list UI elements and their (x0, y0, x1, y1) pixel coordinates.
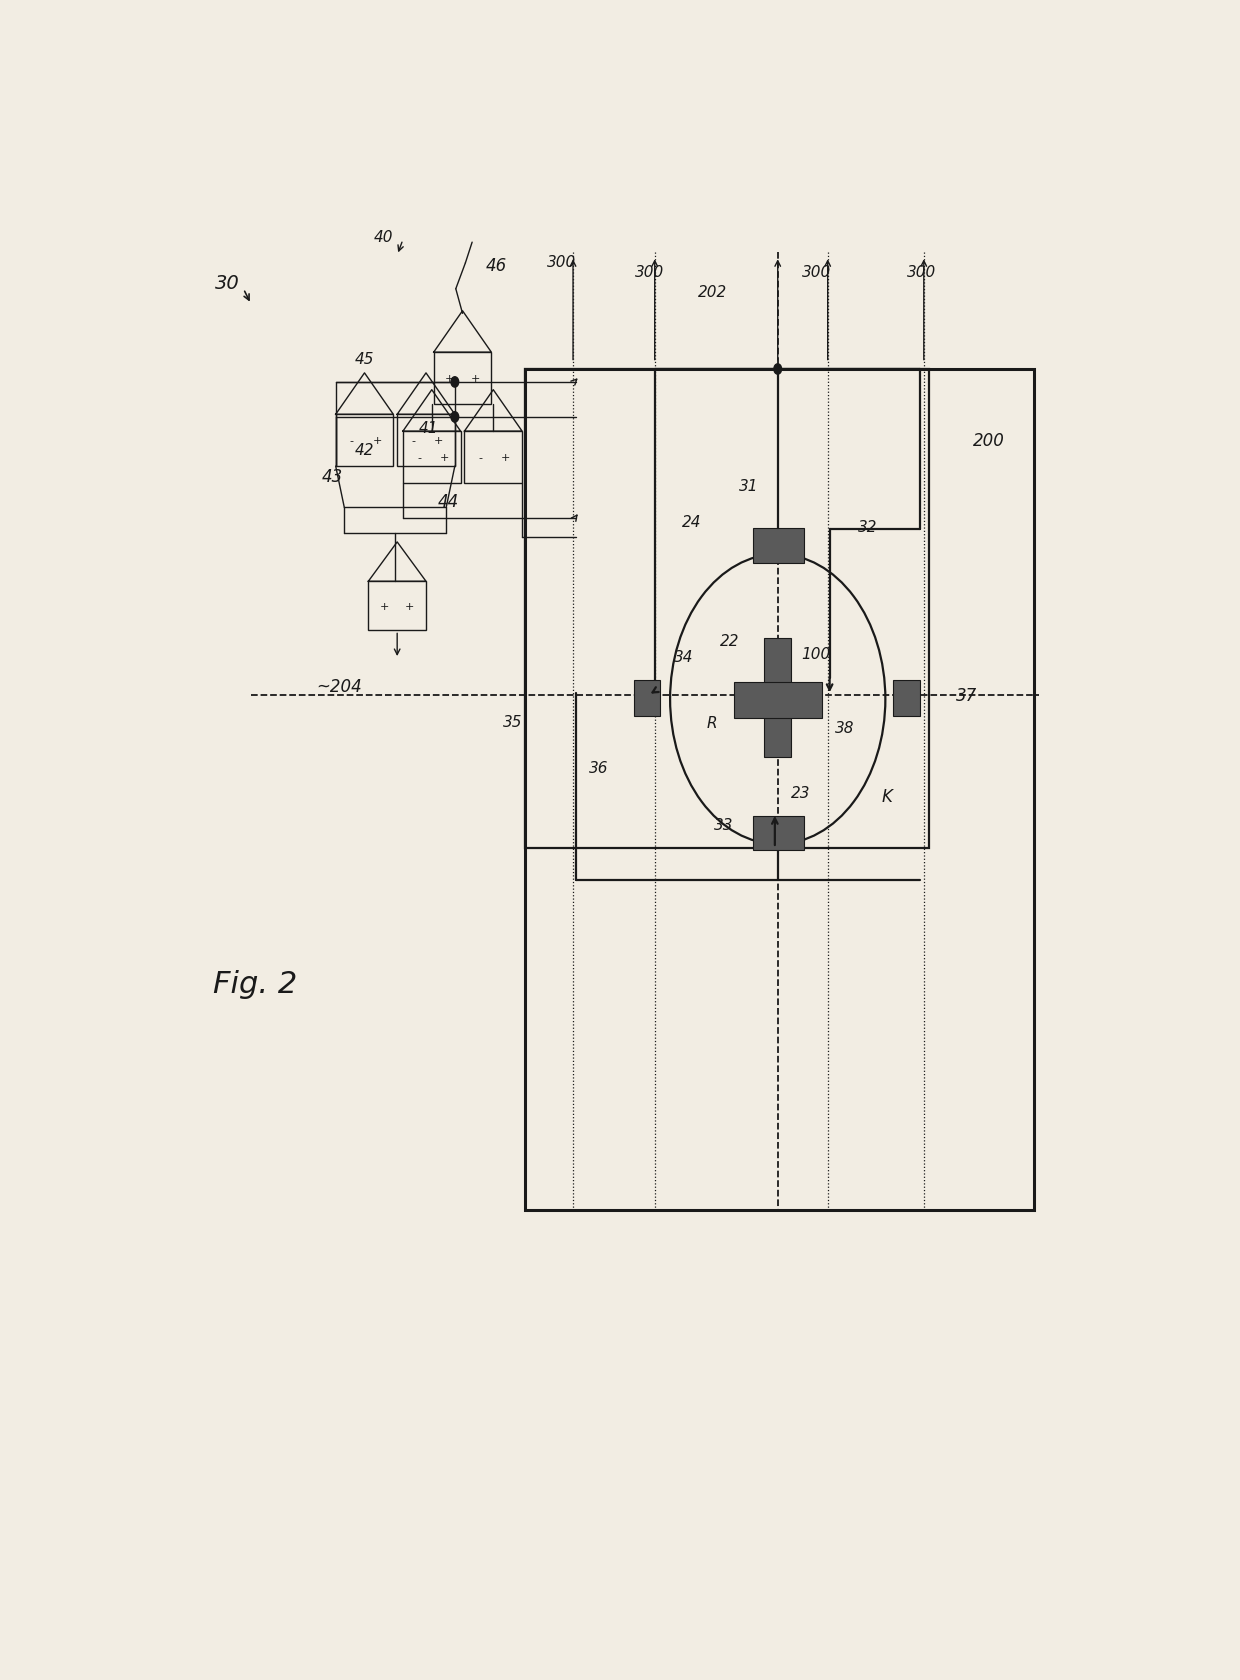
Circle shape (774, 365, 781, 375)
Bar (434, 353, 491, 405)
Text: +: + (501, 452, 511, 462)
Bar (753, 529, 804, 564)
Text: 200: 200 (973, 432, 1006, 450)
Bar (368, 581, 427, 632)
Text: 31: 31 (739, 479, 759, 494)
Text: 43: 43 (322, 469, 343, 486)
Text: 35: 35 (502, 714, 522, 729)
Text: +: + (405, 601, 414, 612)
Text: 300: 300 (908, 265, 936, 281)
Bar (525, 370, 929, 848)
Text: ~204: ~204 (316, 677, 362, 696)
Text: 32: 32 (858, 521, 878, 536)
Text: +: + (434, 435, 444, 445)
Bar (734, 682, 822, 719)
Text: 36: 36 (589, 761, 609, 776)
Text: 40: 40 (374, 230, 393, 245)
Bar (753, 816, 804, 852)
Text: 45: 45 (355, 351, 374, 366)
Text: +: + (379, 601, 389, 612)
Text: K: K (882, 788, 893, 806)
Bar (525, 370, 1034, 1211)
Circle shape (451, 413, 459, 423)
Bar (465, 432, 522, 484)
Text: 100: 100 (801, 647, 831, 662)
Text: 22: 22 (720, 633, 739, 648)
Text: -: - (412, 435, 415, 445)
Text: 24: 24 (682, 514, 701, 529)
Text: Fig. 2: Fig. 2 (213, 969, 296, 998)
Text: -: - (479, 452, 482, 462)
Circle shape (451, 378, 459, 388)
Text: 33: 33 (714, 818, 734, 833)
Text: 38: 38 (836, 721, 854, 736)
Text: 300: 300 (547, 255, 577, 270)
Text: +: + (445, 375, 455, 383)
Text: -: - (350, 435, 353, 445)
Text: 42: 42 (355, 442, 374, 457)
Text: +: + (440, 452, 449, 462)
Text: 46: 46 (486, 257, 507, 276)
Bar (764, 638, 791, 758)
Text: R: R (707, 716, 718, 731)
Text: 300: 300 (635, 265, 665, 281)
Text: 34: 34 (673, 650, 693, 665)
Text: 44: 44 (438, 492, 459, 511)
Bar (893, 680, 920, 716)
Bar (336, 415, 393, 467)
Text: 202: 202 (698, 284, 727, 299)
Text: -: - (417, 452, 422, 462)
Bar (634, 680, 661, 716)
Text: 300: 300 (801, 265, 831, 281)
Text: 37: 37 (956, 687, 977, 704)
Bar (403, 432, 460, 484)
Text: 30: 30 (215, 274, 239, 292)
Text: +: + (372, 435, 382, 445)
Bar (397, 415, 455, 467)
Text: 41: 41 (419, 420, 439, 435)
Text: 23: 23 (791, 785, 811, 800)
Text: +: + (470, 375, 480, 383)
